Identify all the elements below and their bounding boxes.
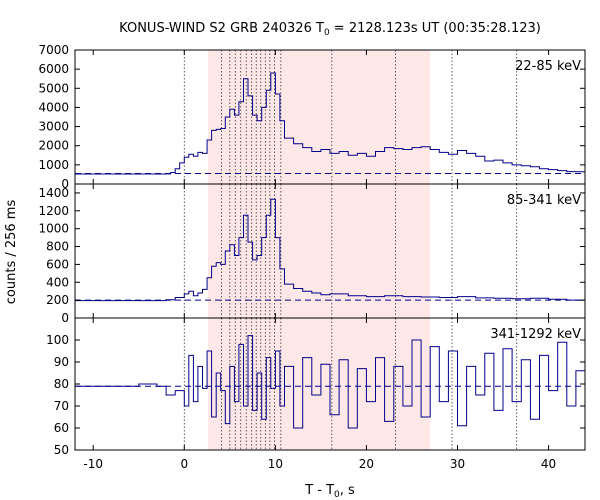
y-tick-label: 3000 [38,120,69,134]
y-tick-label: 1400 [38,186,69,200]
energy-band-label: 85-341 keV [507,193,581,208]
energy-band-label: 22-85 keV [515,59,581,74]
x-tick-label: 40 [541,457,556,471]
y-tick-label: 60 [54,421,69,435]
y-tick-label: 0 [61,177,69,191]
x-tick-label: 20 [359,457,374,471]
y-tick-label: 70 [54,399,69,413]
y-tick-label: 4000 [38,100,69,114]
shaded-interval [207,318,431,450]
chart-title: KONUS-WIND S2 GRB 240326 T0 = 2128.123s … [119,21,541,38]
y-tick-label: 800 [46,240,69,254]
light-curve-series [75,335,586,429]
y-axis-label: counts / 256 ms [4,200,19,305]
x-tick-label: 30 [450,457,465,471]
x-tick-label: 0 [180,457,188,471]
y-tick-label: 50 [54,443,69,457]
y-tick-label: 0 [61,311,69,325]
y-tick-label: 90 [54,355,69,369]
y-tick-label: 5000 [38,81,69,95]
panel-2: 0 200 400 600 800 1000 1200 1400 85-341 keV [38,183,586,325]
panel-3: 50 60 70 80 90 100 -10 0 10 20 30 40 341-1292 keV [46,317,586,471]
y-tick-label: 200 [46,293,69,307]
shaded-interval [207,184,431,318]
panel-1: 0 1000 2000 3000 4000 5000 6000 7000 22-85 keV [38,43,586,191]
x-axis-label: T - T0, s [304,483,355,500]
y-tick-label: 2000 [38,139,69,153]
shaded-interval [207,50,431,184]
y-tick-label: 1000 [38,222,69,236]
y-tick-label: 1200 [38,204,69,218]
x-tick-label: -10 [83,457,103,471]
energy-band-label: 341-1292 keV [490,327,581,342]
y-tick-label: 600 [46,257,69,271]
y-tick-label: 7000 [38,43,69,57]
x-tick-label: 10 [268,457,283,471]
y-tick-label: 80 [54,377,69,391]
light-curve-series [75,72,586,175]
y-tick-label: 1000 [38,158,69,172]
y-tick-label: 6000 [38,62,69,76]
light-curve-series [75,198,586,302]
y-tick-label: 100 [46,333,69,347]
y-tick-label: 400 [46,275,69,289]
